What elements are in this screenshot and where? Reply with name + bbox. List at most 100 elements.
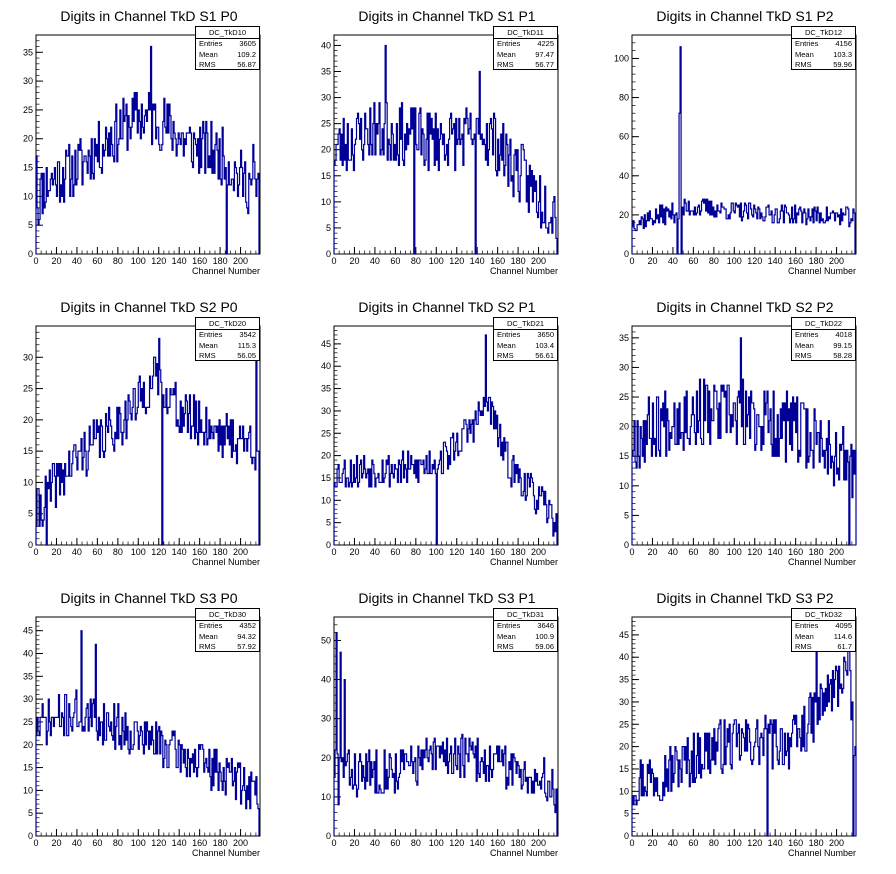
x-tick-label: 140 [470,256,485,266]
x-tick-label: 20 [647,838,657,848]
stats-entries-row: Entries 4156 [792,39,855,50]
y-tick-label: 40 [321,675,331,685]
histogram-panel: 0 5 10 15 20 25 30 35 40 45 0 20 40 60 80 100 120 140 160 1… [0,582,298,873]
stats-box: DC_TkD31 Entries 3646 Mean 100.9 RMS 59.06 [493,608,558,652]
y-tick-label: 40 [321,40,331,50]
stats-entries-row: Entries 4225 [494,39,557,50]
x-tick-label: 140 [768,256,783,266]
y-tick-label: 20 [23,415,33,425]
x-tick-label: 140 [768,547,783,557]
y-tick-label: 15 [23,446,33,456]
y-tick-label: 20 [321,451,331,461]
x-tick-label: 200 [829,547,844,557]
stats-rms-value: 56.87 [237,60,256,69]
stats-rms-label: RMS [497,60,514,69]
stats-rms-value: 59.96 [833,60,852,69]
x-tick-label: 120 [449,256,464,266]
x-tick-label: 100 [429,256,444,266]
y-tick-label: 5 [28,808,33,818]
stats-name: DC_TkD21 [494,318,557,330]
stats-box: DC_TkD32 Entries 4095 Mean 114.6 RMS 61.7 [791,608,856,652]
x-tick-label: 180 [809,256,824,266]
y-tick-label: 5 [624,510,629,520]
stats-entries-value: 4352 [239,621,256,630]
histogram-line [35,45,260,255]
stats-mean-row: Mean 94.32 [196,632,259,643]
plot-frame [35,325,261,546]
x-tick-label: 180 [213,838,228,848]
x-tick-label: 40 [370,838,380,848]
x-tick-label: 160 [192,256,207,266]
stats-rms-row: RMS 59.96 [792,60,855,71]
histogram-panel: 0 5 10 15 20 25 30 35 40 45 0 20 40 60 80 100 120 140 160 1… [298,291,596,582]
stats-entries-value: 3542 [239,330,256,339]
x-tick-label: 160 [788,838,803,848]
stats-rms-row: RMS 56.77 [494,60,557,71]
y-tick-label: 0 [326,540,331,550]
stats-box: DC_TkD20 Entries 3542 Mean 115.3 RMS 56.05 [195,317,260,361]
chart-title: Digits in Channel TkD S3 P1 [358,590,536,606]
x-tick-label: 160 [192,547,207,557]
y-tick-label: 25 [23,717,33,727]
stats-entries-label: Entries [795,39,819,48]
histogram-line [333,334,558,546]
x-tick-label: 80 [411,256,421,266]
y-tick-label: 10 [321,792,331,802]
x-tick-label: 140 [470,838,485,848]
stats-entries-label: Entries [199,621,223,630]
stats-entries-row: Entries 3646 [494,621,557,632]
stats-name: DC_TkD11 [494,27,557,39]
y-tick-label: 30 [619,362,629,372]
x-tick-label: 60 [92,547,102,557]
x-tick-label: 0 [331,256,336,266]
y-tick-label: 20 [321,145,331,155]
chart-title: Digits in Channel TkD S3 P2 [656,590,834,606]
y-tick-label: 10 [619,481,629,491]
y-tick-label: 15 [619,451,629,461]
x-tick-label: 160 [490,547,505,557]
y-tick-label: 30 [321,406,331,416]
histogram-panel: 0 5 10 15 20 25 30 35 40 45 0 20 40 60 80 100 120 140 160 1… [596,582,894,873]
y-tick-label: 30 [619,697,629,707]
stats-mean-value: 114.6 [833,631,852,641]
x-tick-label: 180 [213,256,228,266]
stats-rms-row: RMS 58.28 [792,351,855,362]
stats-rms-label: RMS [795,351,812,360]
stats-entries-label: Entries [199,330,223,339]
stats-mean-label: Mean [199,49,218,59]
x-tick-label: 140 [470,547,485,557]
x-tick-label: 200 [829,838,844,848]
y-tick-label: 25 [619,719,629,729]
y-tick-label: 0 [326,831,331,841]
x-tick-label: 180 [511,838,526,848]
y-tick-label: 35 [23,671,33,681]
stats-rms-value: 56.05 [237,351,256,360]
chart-title: Digits in Channel TkD S2 P1 [358,299,536,315]
stats-name: DC_TkD22 [792,318,855,330]
chart-title: Digits in Channel TkD S1 P0 [60,8,238,24]
x-tick-label: 80 [113,256,123,266]
x-axis-label: Channel Number [788,848,856,858]
stats-entries-row: Entries 3605 [196,39,259,50]
histogram-panel: 0 5 10 15 20 25 30 35 0 20 40 60 80 100 120 140 160 180 20… [0,0,298,291]
stats-mean-label: Mean [795,49,814,59]
x-tick-label: 20 [349,256,359,266]
x-tick-label: 60 [688,256,698,266]
x-tick-label: 100 [727,838,742,848]
stats-entries-value: 4156 [835,39,852,48]
x-tick-label: 180 [809,838,824,848]
x-tick-label: 120 [747,547,762,557]
stats-mean-value: 99.15 [833,340,852,350]
stats-entries-value: 3605 [239,39,256,48]
x-tick-label: 120 [747,838,762,848]
stats-box: DC_TkD21 Entries 3650 Mean 103.4 RMS 56.61 [493,317,558,361]
x-tick-label: 80 [411,547,421,557]
x-tick-label: 40 [72,547,82,557]
stats-mean-row: Mean 99.15 [792,341,855,352]
y-tick-label: 0 [624,249,629,259]
stats-rms-value: 57.92 [237,642,256,651]
stats-mean-row: Mean 115.3 [196,341,259,352]
x-tick-label: 0 [331,547,336,557]
x-tick-label: 100 [131,838,146,848]
stats-mean-value: 97.47 [535,49,554,59]
